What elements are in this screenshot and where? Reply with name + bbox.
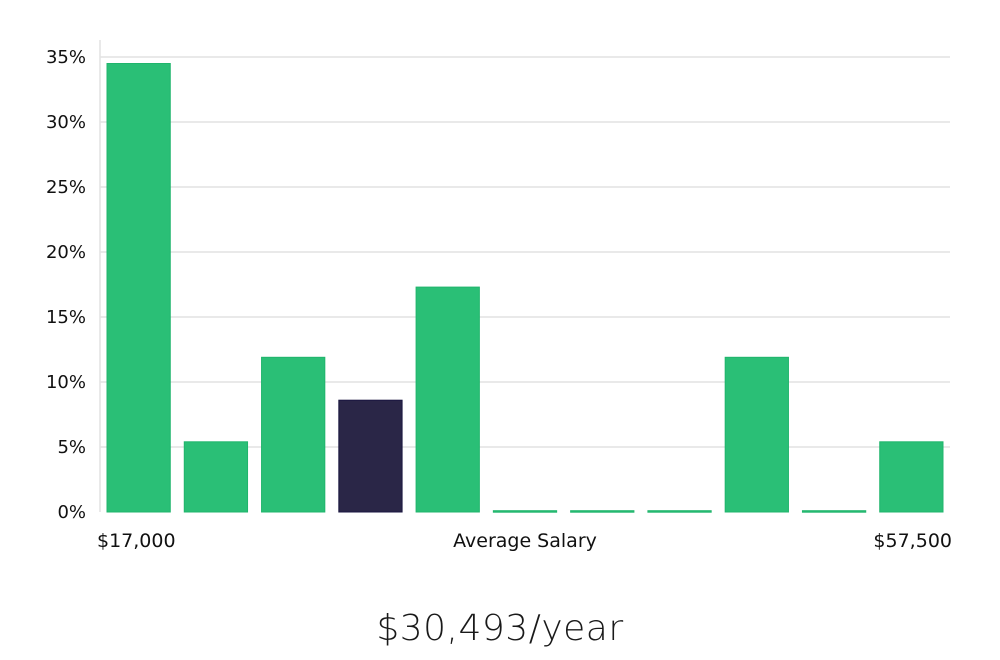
bar [415,286,480,513]
y-tick-label: 30% [46,112,86,133]
bar-chart: 0% 5% 10% 15% 20% 25% 30% 35% $17,000 Average S… [46,40,952,552]
bar [724,356,789,513]
bar [570,510,635,513]
y-tick-label: 10% [46,372,86,393]
y-tick-label: 15% [46,307,86,328]
bar-highlighted [338,399,403,513]
average-salary-value: $30,493/year [376,608,624,649]
bars [106,63,944,513]
bar [801,510,867,513]
x-end-label: $57,500 [873,530,952,552]
y-axis-ticks: 0% 5% 10% 15% 20% 25% 30% 35% [46,47,86,523]
bar [879,441,944,513]
y-tick-label: 0% [57,502,86,523]
x-start-label: $17,000 [97,530,176,552]
x-axis-label: Average Salary [453,530,597,552]
bar [261,356,326,513]
bar [647,510,712,513]
y-tick-label: 20% [46,242,86,263]
grid-lines [100,56,950,448]
y-tick-label: 35% [46,47,86,68]
bar [183,441,249,513]
bar [106,63,171,513]
bar [492,510,558,513]
y-tick-label: 25% [46,177,86,198]
y-tick-label: 5% [57,437,86,458]
